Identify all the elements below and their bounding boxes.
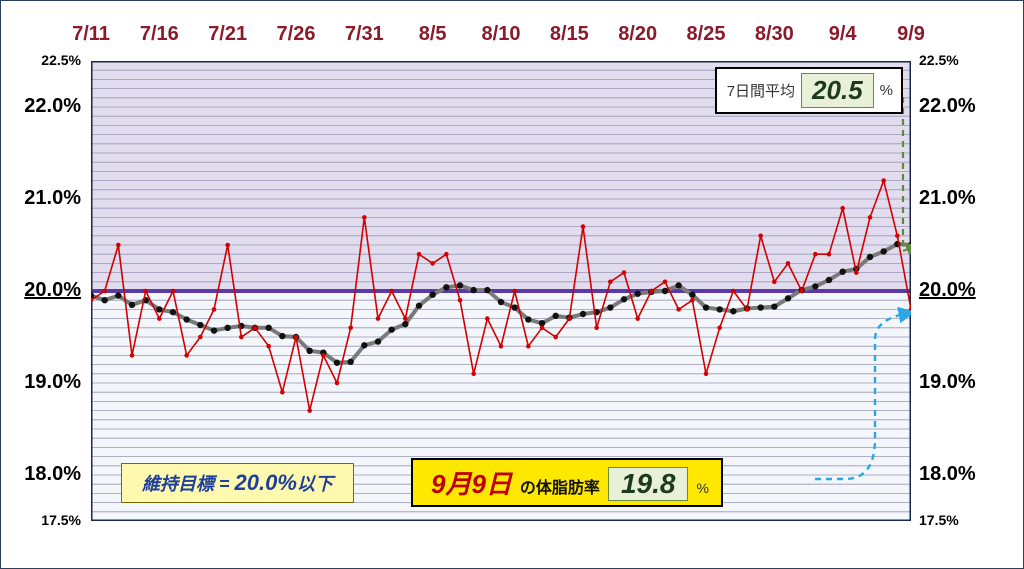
x-axis-label: 8/25 (687, 23, 726, 46)
y-axis-label-left: 20.0% (24, 279, 81, 302)
target-value: 20.0% (235, 470, 297, 495)
y-axis-label-left: 21.0% (24, 187, 81, 210)
y-axis-label-right: 22.5% (919, 52, 959, 68)
x-axis-label: 7/31 (345, 23, 384, 46)
y-axis-label-left: 19.0% (24, 371, 81, 394)
avg-callout-label: 7日間平均 (727, 80, 795, 101)
x-axis-label: 7/26 (277, 23, 316, 46)
x-axis-label: 9/9 (897, 23, 925, 46)
avg-callout-unit: % (880, 82, 893, 99)
y-axis-label-left: 18.0% (24, 463, 81, 486)
plot-area: 7日間平均 20.5 % 維持目標 = 20.0%以下 9月9日 の体脂肪率 1… (91, 61, 911, 521)
today-unit: % (696, 480, 708, 496)
y-axis-label-right: 20.0% (919, 279, 976, 302)
y-axis-label-left: 22.0% (24, 95, 81, 118)
x-axis-label: 8/10 (482, 23, 521, 46)
target-prefix: 維持目標 = (142, 474, 235, 494)
y-axis-label-right: 18.0% (919, 463, 976, 486)
x-axis-label: 7/11 (72, 23, 110, 46)
today-label: の体脂肪率 (520, 474, 600, 498)
x-axis-label: 9/4 (829, 23, 857, 46)
y-axis-label-right: 22.0% (919, 95, 976, 118)
y-axis-label-right: 21.0% (919, 187, 976, 210)
chart-frame: 7/11 7/16 7/21 7/26 7/31 8/5 8/10 8/15 8/20 8/25 8… (0, 0, 1024, 569)
x-axis-label: 8/20 (618, 23, 657, 46)
y-axis-label-right: 17.5% (919, 512, 959, 528)
x-axis-label: 8/15 (550, 23, 589, 46)
avg-callout-value: 20.5 (801, 73, 874, 108)
x-axis-label: 7/21 (208, 23, 247, 46)
y-axis-label-left: 17.5% (41, 512, 81, 528)
x-axis-label: 8/5 (419, 23, 447, 46)
today-value: 19.8 (608, 467, 689, 501)
today-date: 9月9日 (431, 464, 512, 501)
x-axis-label: 8/30 (755, 23, 794, 46)
today-box: 9月9日 の体脂肪率 19.8 % (411, 458, 723, 507)
y-axis-label-right: 19.0% (919, 371, 976, 394)
target-suffix: 以下 (297, 474, 333, 494)
x-axis-label: 7/16 (140, 23, 179, 46)
target-box: 維持目標 = 20.0%以下 (121, 463, 354, 503)
y-axis-label-left: 22.5% (41, 52, 81, 68)
avg-callout-box: 7日間平均 20.5 % (715, 67, 903, 114)
